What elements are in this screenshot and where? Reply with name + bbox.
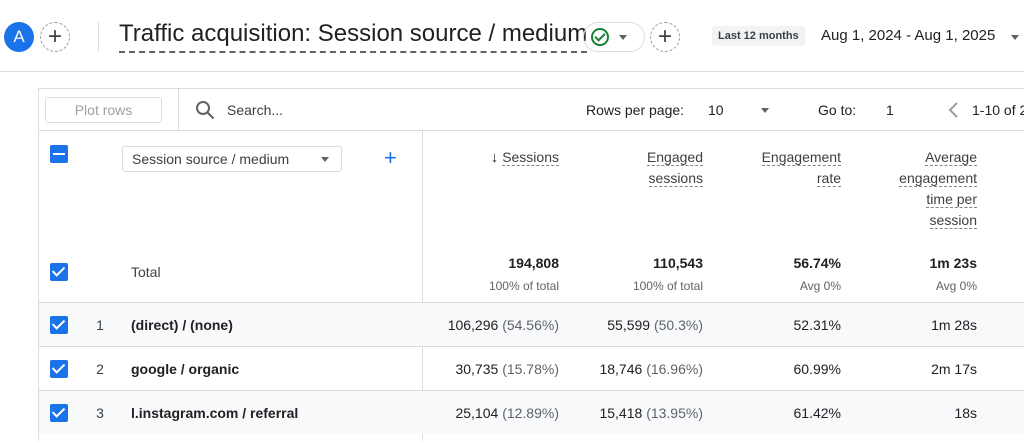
chevron-left-icon[interactable]	[947, 100, 961, 120]
cell-sessions: 106,296 (54.56%)	[419, 317, 559, 333]
dimension-select[interactable]: Session source / medium	[122, 146, 342, 172]
row-dimension[interactable]: google / organic	[131, 361, 240, 377]
toolbar-divider	[178, 89, 179, 131]
cell-engaged-sessions: 15,418 (13.95%)	[569, 405, 703, 421]
rows-per-page-label: Rows per page:	[586, 102, 685, 118]
chevron-down-icon	[619, 34, 627, 40]
report-status-dropdown[interactable]	[583, 22, 645, 52]
column-label: session	[929, 212, 977, 229]
cell-value: 55,599	[607, 317, 651, 333]
select-all-checkbox[interactable]	[50, 145, 68, 163]
column-label: sessions	[648, 170, 703, 187]
row-checkbox[interactable]	[50, 404, 68, 422]
add-report-button[interactable]: +	[650, 22, 680, 52]
total-engagement-rate: 56.74%	[793, 255, 841, 271]
cell-percent: (15.78%)	[502, 361, 559, 377]
plus-icon: +	[47, 23, 62, 50]
column-label: Engaged	[646, 149, 703, 166]
goto-page-input[interactable]: 1	[886, 102, 894, 118]
cell-avg-time: 18s	[954, 405, 977, 421]
chevron-down-icon	[321, 157, 329, 162]
header-divider	[98, 22, 99, 52]
cell-avg-time: 2m 17s	[931, 361, 977, 377]
total-engaged-sessions-sub: 100% of total	[632, 279, 703, 293]
row-index: 3	[96, 405, 104, 421]
cell-avg-time: 1m 28s	[931, 317, 977, 333]
table-row[interactable]: 1 (direct) / (none) 106,296 (54.56%) 55,…	[39, 302, 1024, 346]
row-index: 2	[96, 361, 104, 377]
search-input[interactable]	[227, 100, 427, 120]
avatar[interactable]: A	[4, 22, 34, 52]
total-row-checkbox[interactable]	[50, 263, 68, 281]
arrow-down-icon: ↓	[490, 149, 499, 166]
cell-engagement-rate: 61.42%	[793, 405, 841, 421]
column-header-engagement-rate[interactable]: Engagement rate	[709, 147, 841, 189]
plot-rows-button[interactable]: Plot rows	[45, 97, 162, 123]
total-label: Total	[131, 264, 161, 280]
pagination-range: 1-10 of 2	[972, 102, 1024, 118]
check-circle-icon	[591, 28, 609, 46]
cell-percent: (13.95%)	[646, 405, 703, 421]
column-label: Sessions	[502, 149, 559, 166]
cell-sessions: 30,735 (15.78%)	[419, 361, 559, 377]
chevron-down-icon[interactable]	[1011, 35, 1019, 40]
rows-per-page-select[interactable]: 10	[708, 102, 724, 118]
total-avg-time: 1m 23s	[929, 255, 977, 271]
total-engaged-sessions: 110,543	[653, 255, 703, 271]
goto-label: Go to:	[818, 102, 857, 118]
dimension-select-label: Session source / medium	[132, 151, 290, 167]
dimension-column-border	[422, 131, 423, 441]
column-label: Average	[925, 149, 977, 166]
row-checkbox[interactable]	[50, 316, 68, 334]
column-header-avg-engagement-time[interactable]: Average engagement time per session	[847, 147, 977, 231]
cell-value: 30,735	[455, 361, 499, 377]
row-dimension[interactable]: l.instagram.com / referral	[131, 405, 299, 421]
cell-percent: (54.56%)	[502, 317, 559, 333]
report-header: A + Traffic acquisition: Session source …	[0, 0, 1024, 72]
total-sessions: 194,808	[508, 255, 559, 271]
cell-engaged-sessions: 55,599 (50.3%)	[569, 317, 703, 333]
row-dimension[interactable]: (direct) / (none)	[131, 317, 233, 333]
period-badge: Last 12 months	[712, 26, 805, 46]
cell-percent: (16.96%)	[646, 361, 703, 377]
cell-value: 15,418	[599, 405, 643, 421]
report-table: Plot rows Rows per page: 10 Go to: 1 1-1…	[38, 88, 1024, 441]
plus-icon: +	[657, 23, 672, 50]
table-row[interactable]: 2 google / organic 30,735 (15.78%) 18,74…	[39, 346, 1024, 390]
add-comparison-button[interactable]: +	[40, 22, 70, 52]
cell-value: 18,746	[599, 361, 643, 377]
column-header-engaged-sessions[interactable]: Engaged sessions	[569, 147, 703, 189]
cell-engagement-rate: 52.31%	[793, 317, 841, 333]
cell-engagement-rate: 60.99%	[793, 361, 841, 377]
row-index: 1	[96, 317, 104, 333]
table-toolbar: Plot rows Rows per page: 10 Go to: 1 1-1…	[39, 89, 1024, 131]
chevron-down-icon[interactable]	[761, 108, 769, 113]
add-dimension-button[interactable]: +	[384, 145, 397, 170]
column-label: time per	[926, 191, 977, 208]
column-label: rate	[816, 170, 841, 187]
cell-value: 106,296	[447, 317, 499, 333]
total-engagement-rate-sub: Avg 0%	[799, 279, 841, 293]
column-label: Engagement	[761, 149, 841, 166]
page-title[interactable]: Traffic acquisition: Session source / me…	[119, 20, 588, 53]
column-header-sessions[interactable]: ↓ Sessions	[419, 147, 559, 168]
row-checkbox[interactable]	[50, 360, 68, 378]
total-avg-time-sub: Avg 0%	[935, 279, 977, 293]
search-icon	[196, 101, 214, 119]
cell-percent: (50.3%)	[653, 317, 703, 333]
total-sessions-sub: 100% of total	[488, 279, 559, 293]
table-row[interactable]: 3 l.instagram.com / referral 25,104 (12.…	[39, 390, 1024, 434]
date-range-picker[interactable]: Aug 1, 2024 - Aug 1, 2025	[821, 27, 996, 44]
cell-engaged-sessions: 18,746 (16.96%)	[569, 361, 703, 377]
column-label: engagement	[899, 170, 977, 187]
cell-percent: (12.89%)	[502, 405, 559, 421]
cell-sessions: 25,104 (12.89%)	[419, 405, 559, 421]
cell-value: 25,104	[455, 405, 499, 421]
